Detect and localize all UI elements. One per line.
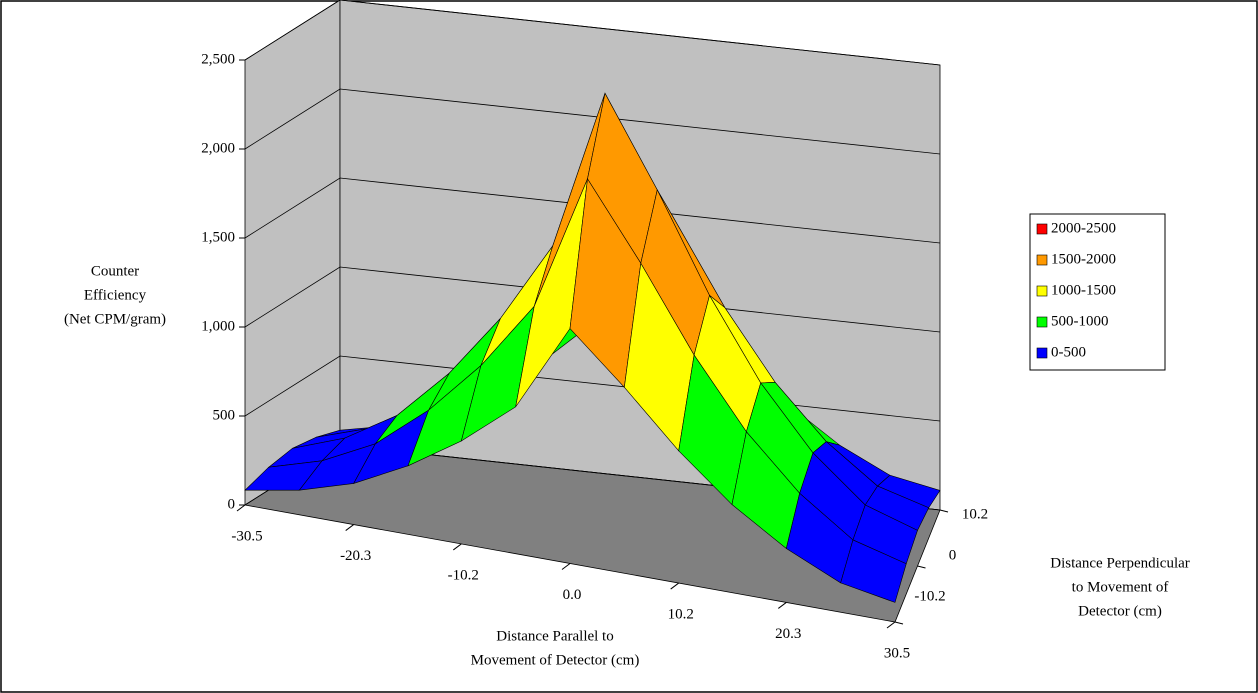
x-tick xyxy=(345,524,354,531)
z-tick-label: 500 xyxy=(213,407,236,423)
surface-cell xyxy=(840,539,907,603)
x-tick-label: 0.0 xyxy=(563,587,582,603)
x-tick xyxy=(453,543,462,551)
x-axis-label: Movement of Detector (cm) xyxy=(471,652,640,668)
y-axis-label: Detector (cm) xyxy=(1078,603,1162,619)
legend-box xyxy=(1029,213,1166,371)
x-tick xyxy=(561,563,571,570)
x-tick xyxy=(886,621,896,629)
legend-label: 1500-2000 xyxy=(1051,251,1116,267)
left-wall xyxy=(244,0,341,506)
z-tick-label: 1,000 xyxy=(201,318,235,334)
legend-swatch xyxy=(1036,347,1048,359)
y-tick-label: -10.2 xyxy=(914,588,945,604)
z-tick-label: 0 xyxy=(228,496,236,512)
x-tick-label: 20.3 xyxy=(775,626,801,642)
grid-line xyxy=(244,177,941,244)
legend-swatch xyxy=(1036,254,1048,266)
x-tick-label: -30.5 xyxy=(231,528,262,544)
z-tick-label: 2,000 xyxy=(201,140,235,156)
legend-swatch xyxy=(1036,316,1048,328)
y-tick-label: 10.2 xyxy=(962,506,988,522)
x-tick-label: 10.2 xyxy=(668,607,694,623)
legend-label: 1000-1500 xyxy=(1051,282,1116,298)
x-tick xyxy=(236,504,246,512)
y-axis-label: Distance Perpendicular xyxy=(1050,555,1190,571)
z-tick-label: 2,500 xyxy=(201,51,235,67)
x-tick-label: -20.3 xyxy=(340,548,371,564)
grid-line xyxy=(244,88,941,155)
y-tick-label: 0 xyxy=(949,547,957,563)
x-tick-label: -10.2 xyxy=(448,567,479,583)
z-axis-label: Efficiency xyxy=(84,287,147,303)
grid-line xyxy=(244,266,941,333)
z-axis-label: Counter xyxy=(91,263,139,279)
x-tick xyxy=(670,582,679,590)
grid-line xyxy=(244,0,941,66)
x-tick-label: 30.5 xyxy=(884,645,910,661)
legend-swatch xyxy=(1036,285,1048,297)
y-tick xyxy=(939,509,949,513)
legend-label: 0-500 xyxy=(1051,344,1086,360)
y-tick xyxy=(917,565,926,569)
y-tick xyxy=(894,621,904,625)
z-tick-label: 1,500 xyxy=(201,229,235,245)
x-axis-label: Distance Parallel to xyxy=(496,628,613,644)
legend-label: 500-1000 xyxy=(1051,313,1109,329)
legend-swatch xyxy=(1036,223,1048,235)
y-axis-label: to Movement of xyxy=(1072,579,1169,595)
x-tick xyxy=(778,602,787,609)
legend-label: 2000-2500 xyxy=(1051,220,1116,236)
z-axis-label: (Net CPM/gram) xyxy=(64,311,166,327)
